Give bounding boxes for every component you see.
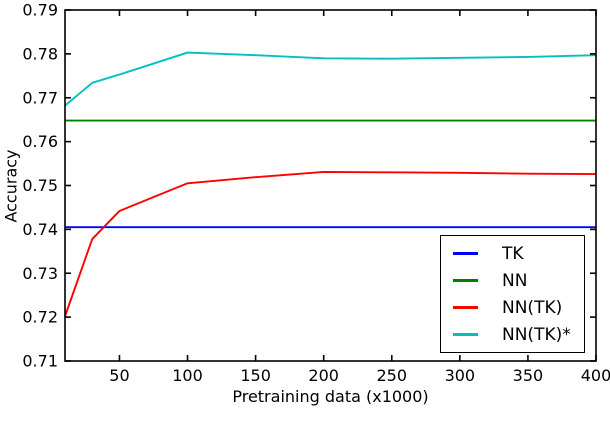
- y-tick-label: 0.78: [22, 44, 58, 63]
- x-tick-label: 350: [513, 366, 544, 385]
- y-tick-label: 0.71: [22, 352, 58, 371]
- legend-swatch-nn: [453, 279, 478, 282]
- legend-item-nn-tk: NN(TK): [453, 294, 584, 321]
- y-tick-label: 0.77: [22, 88, 58, 107]
- legend-label: NN: [502, 270, 528, 291]
- y-tick-label: 0.76: [22, 132, 58, 151]
- x-tick-label: 150: [240, 366, 271, 385]
- legend-label: NN(TK)*: [502, 324, 571, 345]
- y-tick-label: 0.79: [22, 1, 58, 20]
- x-tick-label: 100: [172, 366, 203, 385]
- x-tick-label: 300: [445, 366, 476, 385]
- y-tick-label: 0.75: [22, 176, 58, 195]
- y-tick-label: 0.72: [22, 308, 58, 327]
- x-axis-label: Pretraining data (x1000): [232, 387, 429, 406]
- x-tick-label: 50: [109, 366, 129, 385]
- legend-item-nn-tk-star: NN(TK)*: [453, 321, 584, 348]
- x-tick-label: 250: [376, 366, 407, 385]
- legend-label: TK: [502, 243, 524, 264]
- series-line-nn-tk-star: [64, 51, 597, 107]
- y-axis-label: Accuracy: [1, 149, 21, 223]
- x-tick-label: 200: [308, 366, 339, 385]
- legend-item-nn: NN: [453, 267, 584, 294]
- legend-swatch-tk: [453, 252, 478, 255]
- y-tick-label: 0.73: [22, 264, 58, 283]
- legend-item-tk: TK: [453, 240, 584, 267]
- series-line-nn-tk: [64, 170, 597, 317]
- legend-label: NN(TK): [502, 297, 563, 318]
- x-tick-label: 400: [581, 366, 610, 385]
- y-tick-label: 0.74: [22, 220, 58, 239]
- legend-swatch-nn-tk: [453, 306, 478, 309]
- legend-swatch-nn-tk-star: [453, 333, 478, 336]
- legend: TK NN NN(TK) NN(TK)*: [440, 235, 585, 353]
